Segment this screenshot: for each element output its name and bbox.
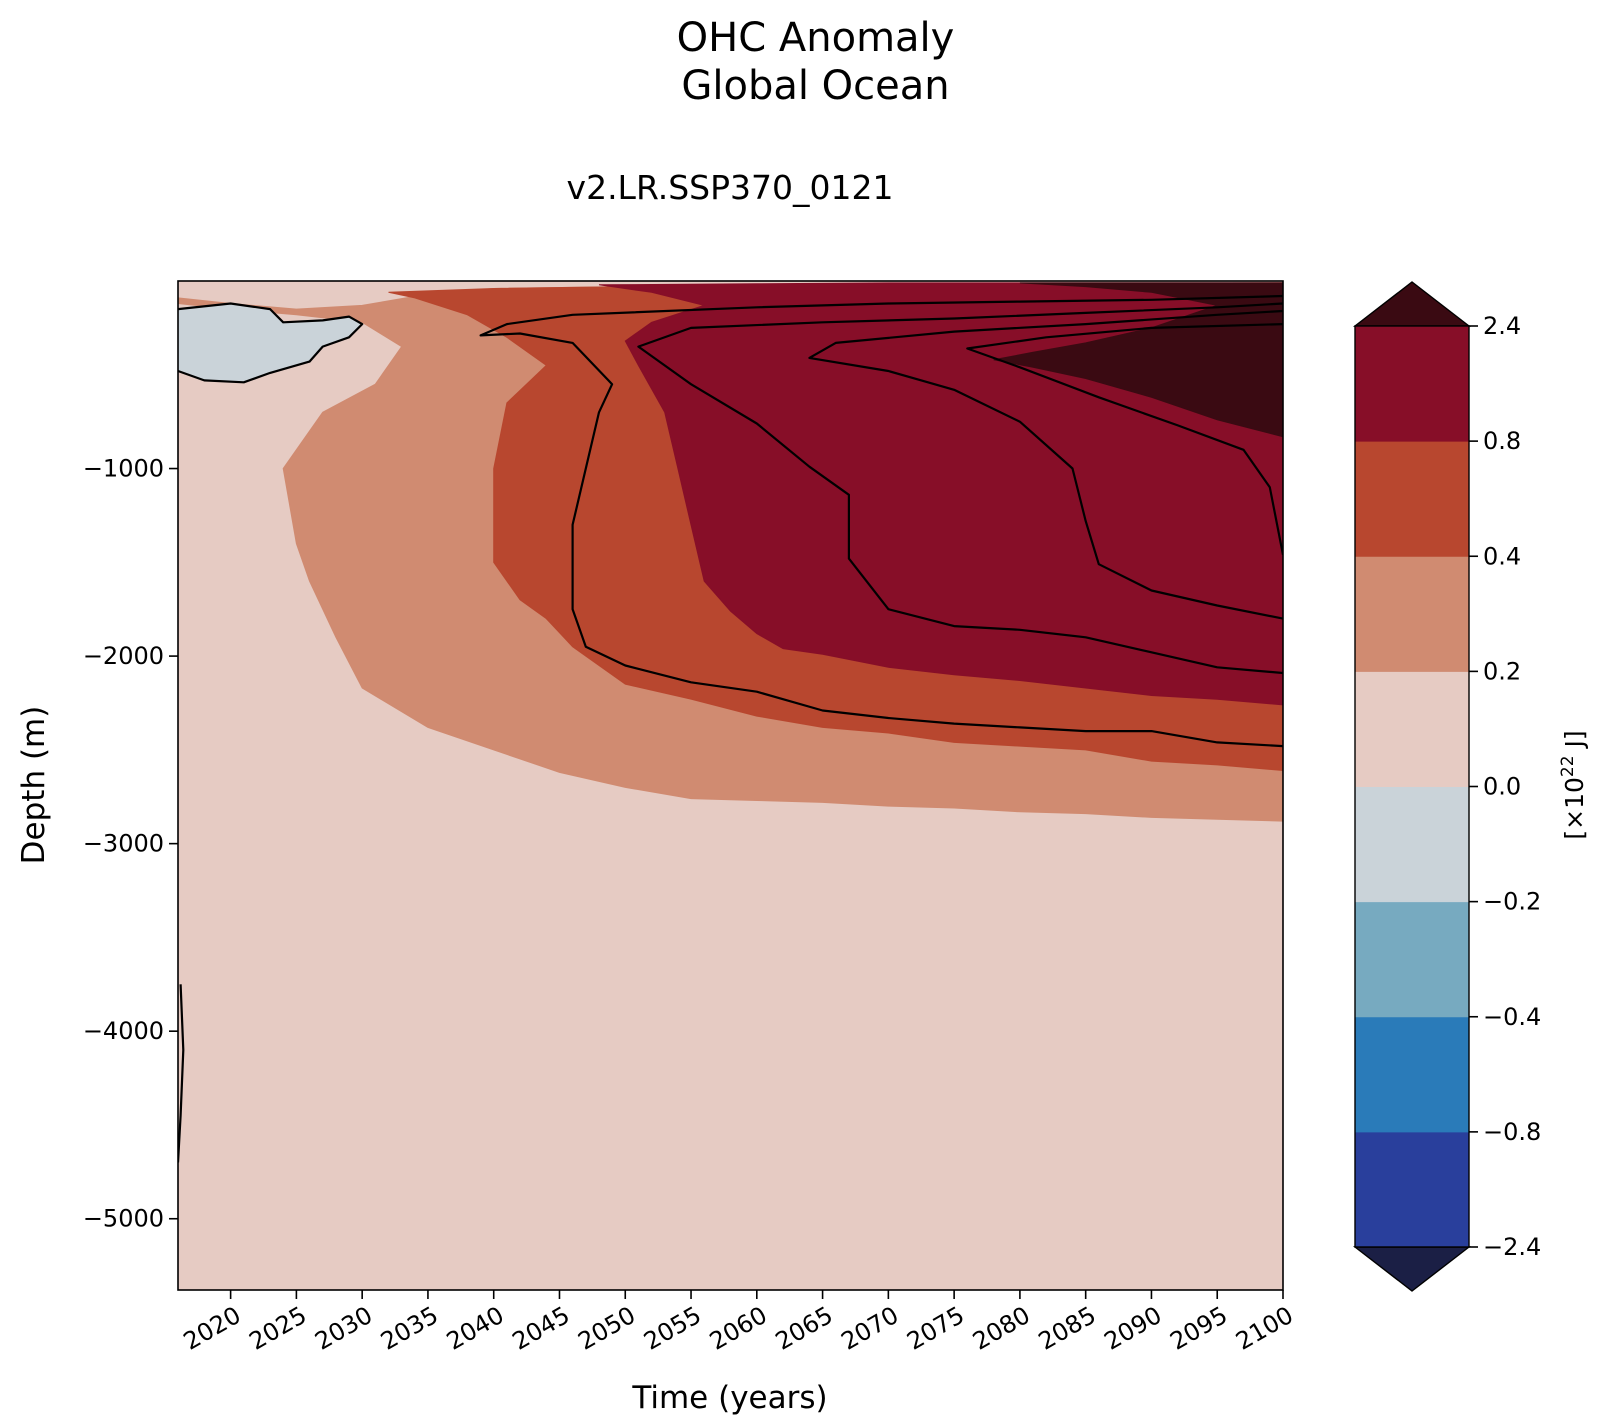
contour-line: [966, 323, 1283, 556]
contour-line: [808, 309, 1283, 620]
filled-region: [598, 282, 1283, 706]
x-tick-label: 2055: [639, 1301, 706, 1356]
x-tick-label: 2070: [836, 1301, 903, 1356]
contour-line: [178, 302, 364, 384]
x-tick-label: 2085: [1034, 1301, 1101, 1356]
plot-contents: [178, 281, 1283, 1290]
x-tick-label: 2020: [179, 1301, 246, 1356]
colorbar-label-exponent: 22: [1558, 755, 1578, 777]
colorbar-tick-label: −2.4: [1483, 1233, 1541, 1261]
x-tick-label: 2080: [968, 1301, 1035, 1356]
colorbar-bin: [1355, 1131, 1469, 1248]
colorbar-label: [×1022 J]: [1558, 730, 1589, 839]
colorbar-tick-label: −0.8: [1483, 1118, 1541, 1146]
x-tick-label: 2060: [705, 1301, 772, 1356]
y-axis: −1000 −2000 −3000 −4000 −5000: [83, 455, 178, 1233]
colorbar-extend-top: [1352, 281, 1472, 327]
x-tick-label: 2095: [1165, 1301, 1232, 1356]
colorbar-bin: [1355, 901, 1469, 1018]
x-tick-label: 2050: [573, 1301, 640, 1356]
colorbar-tick-label: −0.2: [1483, 888, 1541, 916]
y-axis-label: Depth (m): [16, 706, 52, 865]
plot-area: [177, 280, 1284, 1291]
colorbar-tick-label: 2.4: [1483, 312, 1521, 340]
colorbar-extend-bottom: [1352, 1246, 1472, 1292]
y-tick-label: −2000: [83, 642, 164, 670]
colorbar-tick-label: 0.8: [1483, 427, 1521, 455]
x-tick-label: 2030: [310, 1301, 377, 1356]
x-tick-label: 2025: [244, 1301, 311, 1356]
x-tick-label: 2040: [442, 1301, 509, 1356]
x-tick-label: 2090: [1100, 1301, 1167, 1356]
y-tick-label: −3000: [83, 830, 164, 858]
chart-title-line2: Global Ocean: [681, 63, 950, 109]
chart-title: OHC Anomaly: [676, 15, 955, 61]
colorbar-bin: [1355, 326, 1469, 442]
contour-line: [479, 294, 1283, 748]
contour-line: [178, 984, 185, 1163]
colorbar: 2.4 0.8 0.4 0.2 0.0 −0.2 −0.4 −0.8 −2.4: [1352, 281, 1541, 1292]
colorbar-tick-label: 0.2: [1483, 657, 1521, 685]
plot-frame: [177, 280, 1284, 1291]
colorbar-bin: [1355, 786, 1469, 903]
colorbar-label-unit: J]: [1560, 730, 1589, 755]
colorbar-label-base: [×10: [1560, 777, 1589, 840]
chart-subtitle: v2.LR.SSP370_0121: [566, 168, 894, 207]
x-axis: 2020202520302035204020452050205520602065…: [179, 1290, 1298, 1356]
y-tick-label: −5000: [83, 1205, 164, 1233]
filled-region: [993, 282, 1283, 438]
y-tick-label: −1000: [83, 455, 164, 483]
y-tick-label: −4000: [83, 1017, 164, 1045]
colorbar-tick-label: 0.0: [1483, 773, 1521, 801]
x-tick-label: 2075: [902, 1301, 969, 1356]
x-tick-label: 2045: [508, 1301, 575, 1356]
colorbar-bin: [1355, 671, 1469, 787]
colorbar-tick-label: 0.4: [1483, 542, 1521, 570]
x-axis-label: Time (years): [631, 1380, 827, 1416]
x-tick-label: 2100: [1231, 1301, 1298, 1356]
colorbar-bin: [1355, 1016, 1469, 1133]
colorbar-bin: [1355, 441, 1469, 557]
colorbar-bin: [1355, 556, 1469, 672]
x-tick-label: 2065: [771, 1301, 838, 1356]
contour-line: [637, 302, 1283, 675]
x-tick-label: 2035: [376, 1301, 443, 1356]
colorbar-tick-label: −0.4: [1483, 1003, 1541, 1031]
